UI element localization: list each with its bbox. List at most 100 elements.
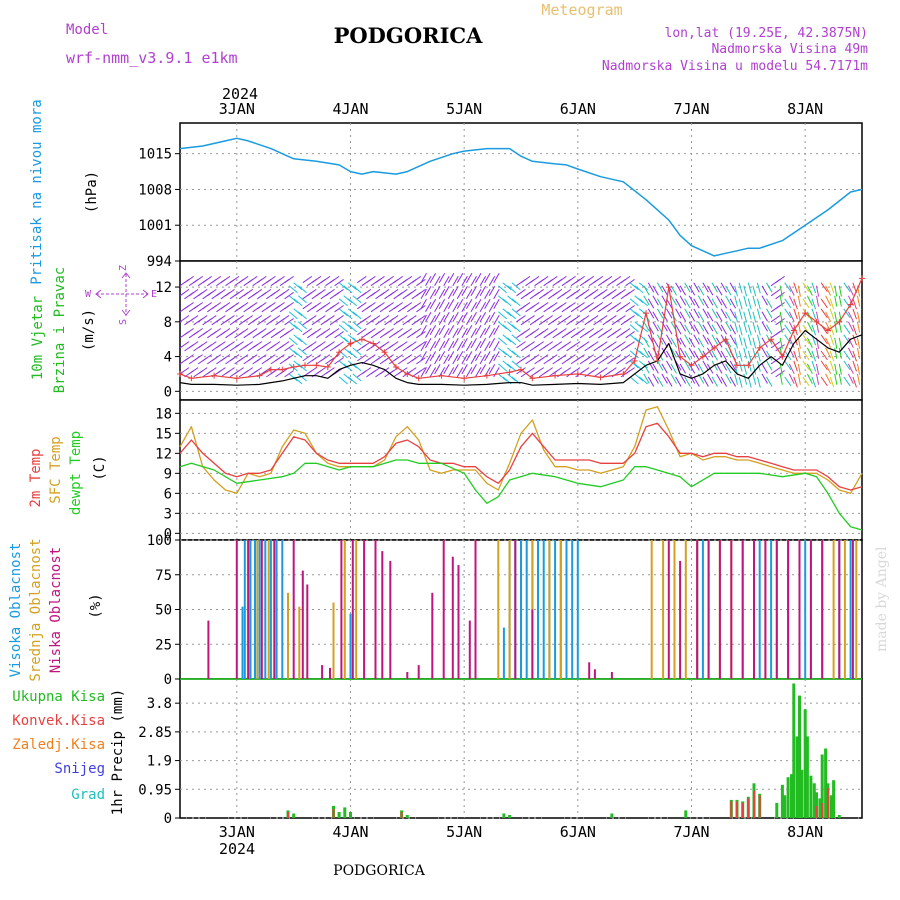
wind-barb	[207, 288, 217, 297]
wind-barb	[825, 363, 832, 374]
wind-barb	[302, 302, 313, 310]
wind-barb	[825, 311, 832, 322]
wind-barb	[711, 324, 718, 335]
wind-barb	[711, 298, 718, 309]
wind-barb	[629, 376, 639, 385]
wind-barb	[343, 363, 353, 372]
lonlat-text: lon,lat (19.25E, 42.3875N)	[665, 26, 869, 41]
top-day-label: 3JAN	[219, 100, 255, 118]
wind-barb	[766, 350, 773, 361]
wind-barb	[275, 354, 285, 362]
y-tick-label: 1008	[138, 182, 172, 198]
wind-barb	[352, 347, 362, 356]
wind-barb	[284, 302, 294, 310]
wind-barb	[238, 275, 249, 284]
wind-barb	[579, 341, 590, 349]
wind-barb	[820, 376, 828, 387]
wind-barb	[229, 328, 240, 336]
cloud-bar-high	[576, 540, 579, 679]
gust-marker	[552, 372, 559, 379]
wind-barb	[838, 311, 842, 323]
wind-barb	[588, 341, 599, 349]
wind-barb	[852, 376, 857, 388]
wind-barb	[820, 282, 828, 292]
wind-barb	[443, 312, 450, 323]
wind-barb	[793, 376, 798, 388]
wind-barb	[452, 285, 459, 297]
wind-barb	[456, 272, 464, 283]
wind-barb	[588, 315, 599, 323]
y-tick-label: 3.8	[147, 696, 172, 712]
wind-barb	[852, 308, 857, 320]
wind-barb	[202, 302, 212, 310]
wind-barb	[861, 360, 862, 362]
wind-barb	[479, 275, 487, 286]
wind-barb	[702, 282, 709, 293]
wind-barb	[497, 363, 508, 372]
wind-barb	[320, 328, 331, 336]
wind-barb	[502, 298, 512, 307]
panel-pressure: 994 1001 1008 1015	[138, 122, 863, 270]
wind-barb	[502, 282, 512, 291]
wind-barb	[257, 328, 267, 336]
wind-barb	[456, 288, 464, 300]
y-tick-label: 0.95	[138, 782, 172, 798]
wind-barb	[643, 321, 650, 332]
wind-barb	[625, 315, 635, 323]
wind-barb	[752, 295, 757, 307]
wind-barb	[393, 354, 403, 362]
cloud-bar-mid	[662, 540, 665, 679]
wind-barb	[216, 315, 226, 323]
wind-barb	[552, 315, 563, 323]
wind-barb	[438, 315, 446, 326]
gust-marker	[836, 318, 843, 325]
wind-barb	[706, 311, 714, 322]
meteogram-label: Meteogram	[541, 1, 622, 19]
wind-barb	[734, 321, 738, 333]
cloud-bar-high	[520, 540, 522, 679]
wind-barb	[225, 315, 235, 323]
wind-barb	[625, 278, 635, 287]
wind-barb	[470, 364, 477, 375]
precip-bar-total	[800, 769, 804, 818]
wind-barb	[375, 328, 385, 336]
wind-barb	[652, 311, 659, 322]
wind-barb	[216, 367, 226, 375]
wind-barb	[566, 275, 576, 284]
wind-barb	[602, 354, 613, 362]
wind-barb	[520, 354, 531, 362]
wind-barb	[275, 275, 285, 284]
wind-barb	[534, 288, 544, 297]
wind-barb	[252, 341, 263, 349]
wind-barb	[188, 288, 199, 297]
wind-barb	[420, 341, 427, 352]
wind-barb	[743, 285, 748, 297]
gust-marker	[483, 372, 490, 379]
credit-text: made by Angel	[874, 546, 890, 652]
wind-barb	[193, 275, 203, 284]
wind-barb	[670, 295, 677, 306]
wind-barb	[629, 282, 639, 291]
wind-barb	[334, 305, 344, 313]
wind-barb	[684, 308, 691, 319]
gust-marker	[370, 340, 377, 347]
wind-barb	[511, 282, 521, 291]
dewpt-ylabel: dewpt Temp	[68, 431, 84, 515]
wind-barb	[425, 354, 432, 365]
wind-barb	[734, 347, 738, 359]
wind-barb	[661, 373, 668, 384]
wind-barb	[702, 360, 709, 371]
y-tick-label: 75	[155, 568, 172, 584]
wind-barb	[257, 354, 267, 362]
wind-barb	[488, 328, 496, 339]
wind-barb	[507, 347, 517, 356]
wind-barb	[343, 295, 353, 304]
wind-barb	[607, 288, 617, 297]
wind-barb	[829, 308, 835, 320]
wind-barb	[847, 337, 854, 348]
cloud-bar-low	[247, 540, 250, 679]
wind-barb	[548, 328, 558, 336]
wind-barb	[702, 376, 709, 387]
wind-barb	[857, 347, 861, 359]
wind-barb	[793, 334, 798, 346]
